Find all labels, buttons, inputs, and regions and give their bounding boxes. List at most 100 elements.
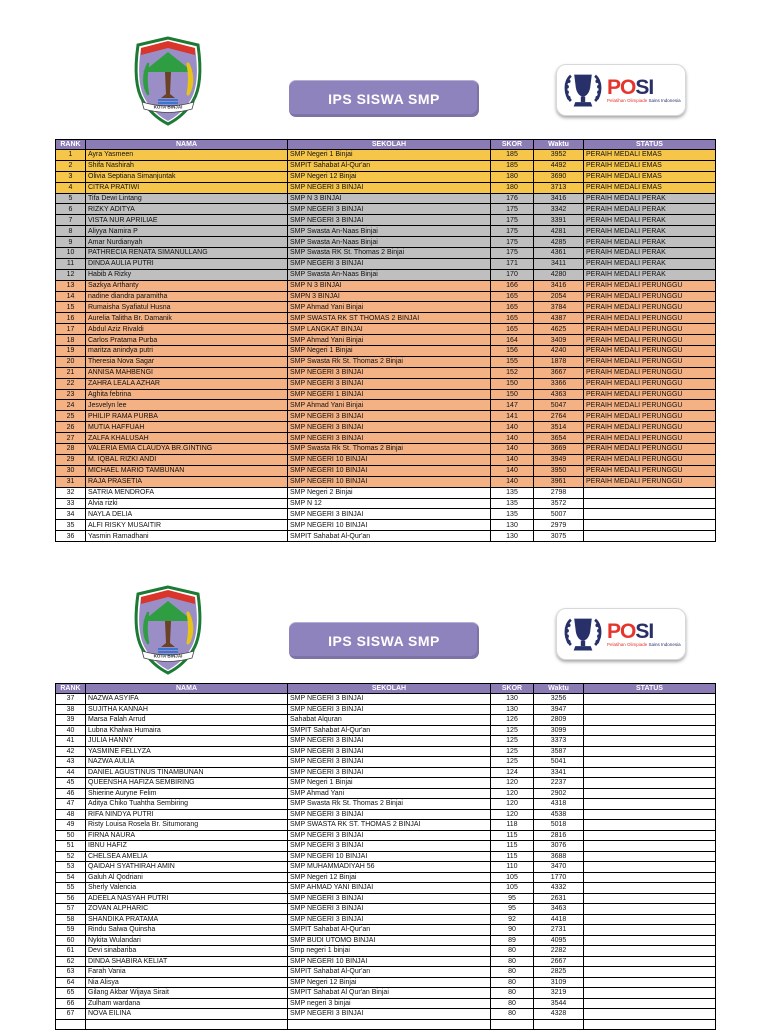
cell-status: PERAIH MEDALI PERUNGGU: [583, 432, 716, 445]
cell-rank: 16: [55, 312, 86, 325]
cell-status: [583, 486, 716, 499]
cell-skor: 175: [490, 236, 534, 249]
cell-nama: [85, 1018, 288, 1030]
table-row: 22 ZAHRA LEALA AZHAR SMP NEGERI 3 BINJAI 15…: [55, 377, 716, 390]
table-row: 56 ADEELA NASYAH PUTRI SMP NEGERI 3 BINJAI…: [55, 892, 716, 904]
cell-skor: [490, 1018, 534, 1030]
cell-status: [583, 892, 716, 904]
cell-skor: 80: [490, 945, 534, 957]
table-row: 6 RIZKY ADITYA SMP NEGERI 3 BINJAI 175 3342 P…: [55, 203, 716, 216]
cell-rank: 47: [55, 798, 86, 810]
cell-status: [583, 798, 716, 810]
cell-nama: Aurelia Talitha Br. Damanik: [85, 312, 288, 325]
cell-sekolah: SMP NEGERI 3 BINJAI: [287, 756, 491, 768]
cell-nama: Aditya Chiko Tuahtha Sembiring: [85, 798, 288, 810]
cell-waktu: 3961: [533, 475, 584, 488]
cell-rank: 15: [55, 301, 86, 314]
table-row: 14 nadine diandra paramitha SMPN 3 BINJAI 1…: [55, 290, 716, 303]
cell-status: [583, 955, 716, 967]
cell-sekolah: SMP NEGERI 10 BINJAI: [287, 475, 491, 488]
cell-sekolah: SMP BUDI UTOMO BINJAI: [287, 934, 491, 946]
cell-nama: FIRNA NAURA: [85, 829, 288, 841]
cell-sekolah: SMP NEGERI 3 BINJAI: [287, 840, 491, 852]
cell-nama: NOVA EILINA: [85, 1008, 288, 1020]
cell-nama: M. IQBAL RIZKI ANDI: [85, 453, 288, 466]
cell-status: [583, 787, 716, 799]
cell-nama: Gilang Akbar Wijaya Sirait: [85, 987, 288, 999]
cell-nama: Abdul Aziz Rivaldi: [85, 323, 288, 336]
table-row: 47 Aditya Chiko Tuahtha Sembiring SMP Swas…: [55, 798, 716, 810]
cell-rank: 56: [55, 892, 86, 904]
cell-status: PERAIH MEDALI PERUNGGU: [583, 334, 716, 347]
cell-nama: ZAHRA LEALA AZHAR: [85, 377, 288, 390]
cell-sekolah: SMP Ahmad Yani Binjai: [287, 301, 491, 314]
cell-sekolah: SMP NEGERI 10 BINJAI: [287, 464, 491, 477]
table-row: 13 Sazkya Arthanty SMP N 3 BINJAI 166 3416 PE…: [55, 279, 716, 292]
cell-waktu: 2798: [533, 486, 584, 499]
cell-sekolah: SMP LANGKAT BINJAI: [287, 323, 491, 336]
cell-nama: nadine diandra paramitha: [85, 290, 288, 303]
cell-skor: 166: [490, 279, 534, 292]
cell-nama: Ayra Yasmeen: [85, 149, 288, 161]
cell-nama: MUTIA HAFFUAH: [85, 421, 288, 434]
cell-status: [583, 703, 716, 715]
table-row: 19 maritza anindya putri SMP Negeri 1 Binj…: [55, 345, 716, 357]
cell-waktu: 3391: [533, 214, 584, 227]
cell-skor: 156: [490, 345, 534, 357]
cell-skor: 80: [490, 955, 534, 967]
cell-sekolah: SMPIT Sahabat Al-Qur'an: [287, 159, 491, 172]
cell-waktu: 4285: [533, 236, 584, 249]
cell-nama: Sherly Valencia: [85, 882, 288, 894]
cell-status: [583, 871, 716, 883]
cell-waktu: 2282: [533, 945, 584, 957]
cell-waktu: 3690: [533, 170, 584, 183]
table-row: 16 Aurelia Talitha Br. Damanik SMP SWASTA …: [55, 312, 716, 325]
crest-banner-text: KOTA BINJAI: [154, 105, 183, 110]
table-row: 25 PHILIP RAMA PURBA SMP NEGERI 3 BINJAI 14…: [55, 410, 716, 423]
cell-skor: 115: [490, 829, 534, 841]
table-row: 34 NAYLA DELIA SMP NEGERI 3 BINJAI 135 5007: [55, 508, 716, 521]
cell-waktu: 3667: [533, 366, 584, 379]
cell-skor: 135: [490, 497, 534, 510]
cell-skor: 125: [490, 745, 534, 757]
cell-nama: ADEELA NASYAH PUTRI: [85, 892, 288, 904]
cell-nama: IBNU HAFIZ: [85, 840, 288, 852]
cell-skor: 120: [490, 798, 534, 810]
cell-sekolah: SMP negeri 3 binjai: [287, 997, 491, 1009]
cell-rank: 64: [55, 976, 86, 988]
cell-sekolah: SMP NEGERI 3 BINJAI: [287, 903, 491, 915]
cell-nama: Olivia Septiana Simanjuntak: [85, 170, 288, 183]
cell-nama: Aghita febrina: [85, 388, 288, 401]
cell-waktu: 2631: [533, 892, 584, 904]
cell-skor: 147: [490, 399, 534, 412]
kota-binjai-crest: KOTA BINJAI: [134, 36, 202, 126]
cell-waktu: 3416: [533, 192, 584, 205]
cell-sekolah: SMP NEGERI 3 BINJAI: [287, 432, 491, 445]
cell-waktu: 2237: [533, 777, 584, 789]
cell-waktu: 4332: [533, 882, 584, 894]
cell-rank: 31: [55, 475, 86, 488]
table-row: 59 Rindu Salwa Quinsha SMPIT Sahabat Al-Qu…: [55, 924, 716, 936]
cell-sekolah: SMP NEGERI 3 BINJAI: [287, 693, 491, 705]
cell-skor: 120: [490, 808, 534, 820]
cell-rank: 4: [55, 181, 86, 194]
cell-rank: 44: [55, 766, 86, 778]
cell-rank: 25: [55, 410, 86, 423]
cell-skor: 141: [490, 410, 534, 423]
cell-rank: 23: [55, 388, 86, 401]
col-skor: SKOR: [490, 139, 534, 150]
cell-sekolah: SMP Negeri 1 Binjai: [287, 149, 491, 161]
cell-nama: Devi sinabariba: [85, 945, 288, 957]
col-sekolah: SEKOLAH: [287, 139, 491, 150]
col-status: STATUS: [583, 683, 716, 694]
cell-skor: 80: [490, 1008, 534, 1020]
cell-status: [583, 987, 716, 999]
cell-status: PERAIH MEDALI PERUNGGU: [583, 301, 716, 314]
cell-skor: 170: [490, 268, 534, 281]
cell-sekolah: SMPIT Sahabat Al Qur'an Binjai: [287, 987, 491, 999]
table-row: 3 Olivia Septiana Simanjuntak SMP Negeri 1…: [55, 170, 716, 183]
cell-waktu: 2054: [533, 290, 584, 303]
cell-waktu: 4095: [533, 934, 584, 946]
cell-rank: 50: [55, 829, 86, 841]
cell-nama: MICHAEL MARIO TAMBUNAN: [85, 464, 288, 477]
